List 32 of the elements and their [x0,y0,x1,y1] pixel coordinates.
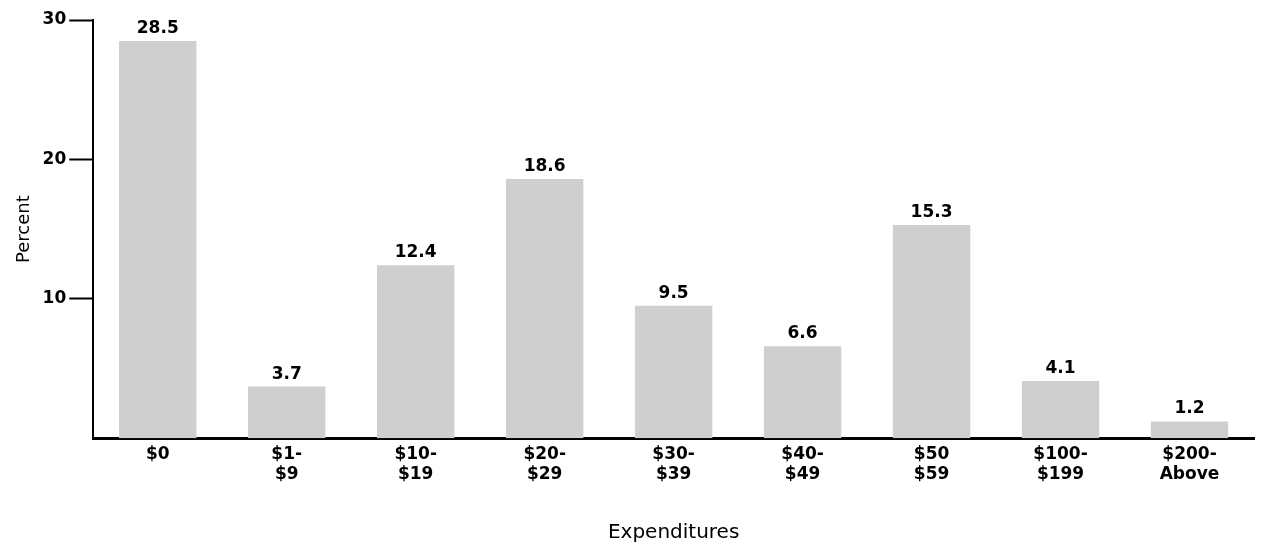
bar [248,386,326,439]
data-label: 1.2 [1174,397,1205,418]
data-label: 12.4 [394,241,437,262]
bar [376,265,455,439]
x-tick-label: $1- $9 [271,442,303,484]
bar [634,305,713,439]
x-tick-label: $50 $59 [913,442,950,484]
bar [892,224,971,439]
x-tick-label: $20- $29 [523,442,566,484]
x-tick-label: $100- $199 [1033,442,1088,484]
data-label: 9.5 [658,281,689,302]
x-axis-title: Expenditures [607,519,740,544]
data-label: 4.1 [1045,356,1076,377]
data-label: 18.6 [523,154,566,175]
x-tick-label: $10- $19 [394,442,437,484]
data-label: 3.7 [271,362,302,383]
data-label: 15.3 [910,200,953,221]
data-label: 6.6 [787,322,818,343]
bar [505,178,584,439]
y-tick-label: 20 [42,147,67,168]
y-tick-label: 30 [42,8,67,29]
bar [763,346,842,439]
y-axis-title: Percent [12,195,34,263]
bar [1150,421,1229,439]
bar [1021,381,1100,439]
x-tick-label: $30- $39 [652,442,695,484]
x-tick-label: $0 [145,442,170,463]
bar [119,40,197,439]
y-tick-label: 10 [42,287,67,308]
data-label: 28.5 [136,16,179,37]
x-tick-label: $40- $49 [781,442,824,484]
x-tick-label: $200- Above [1159,442,1220,484]
